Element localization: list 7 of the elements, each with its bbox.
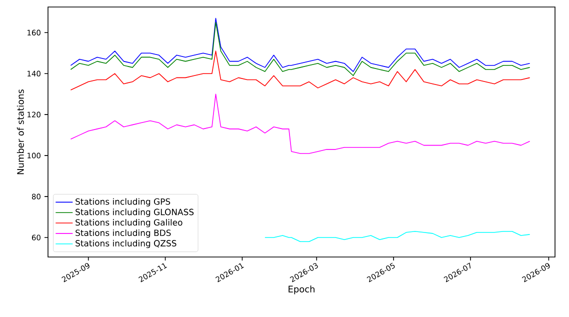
- legend-label: Stations including Galileo: [76, 219, 182, 228]
- legend-label: Stations including GLONASS: [76, 208, 194, 217]
- legend-label: Stations including BDS: [76, 229, 171, 238]
- legend-label: Stations including QZSS: [76, 240, 176, 248]
- y-axis-title: Number of stations: [16, 89, 24, 174]
- legend-label: Stations including GPS: [76, 198, 170, 206]
- x-axis-title: Epoch: [288, 286, 314, 294]
